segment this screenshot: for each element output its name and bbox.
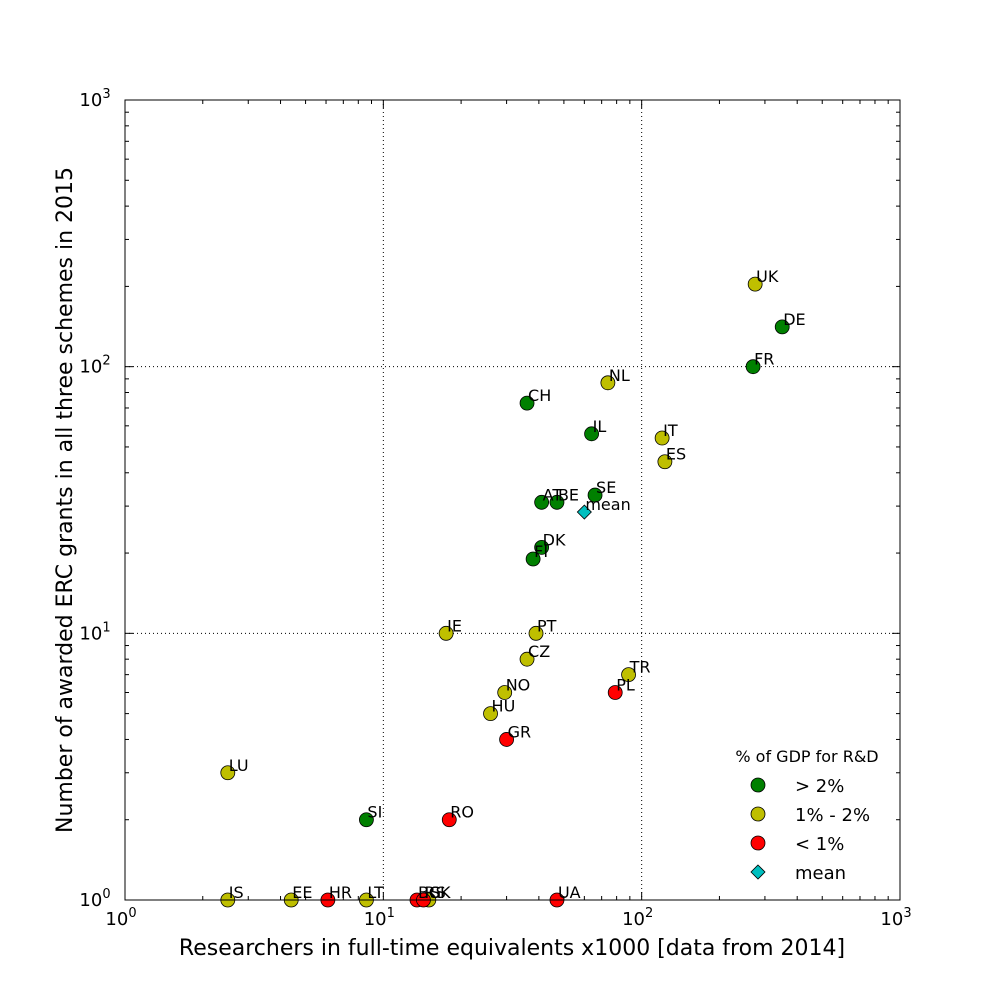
point-marker-dk (534, 540, 550, 555)
x-tick-label: 102 (622, 906, 653, 930)
point-label-mean: mean (585, 495, 630, 514)
point-marker-at (534, 494, 550, 510)
point-label-de: DE (783, 310, 805, 329)
point-label-fr: FR (754, 350, 774, 369)
point-marker-si (359, 812, 374, 828)
point-marker-no (497, 685, 513, 700)
point-label-nl: NL (609, 366, 630, 385)
point-label-at: AT (543, 485, 563, 504)
y-axis-label: Number of awarded ERC grants in all thre… (53, 167, 78, 833)
legend-marker (750, 777, 766, 793)
point-label-ee: EE (292, 883, 312, 902)
grid-lines (125, 100, 900, 900)
point-marker-gr (499, 732, 514, 747)
legend-label: mean (795, 863, 846, 884)
point-label-sk: SK (430, 883, 451, 902)
point-marker-ie (438, 625, 454, 641)
point-marker-hu (483, 706, 498, 722)
point-label-gr: GR (508, 722, 532, 741)
x-tick-label: 101 (364, 906, 395, 930)
point-marker-fi (525, 551, 541, 567)
y-tick-label: 100 (79, 887, 110, 911)
legend-marker-mean (750, 864, 766, 880)
legend-marker (750, 806, 766, 822)
point-label-ie: IE (447, 616, 462, 635)
point-label-ua: UA (558, 883, 581, 902)
x-tick-label: 100 (105, 906, 136, 930)
data-points (220, 276, 790, 908)
point-marker-cz (519, 651, 535, 667)
point-label-es: ES (666, 445, 686, 464)
point-label-bg: BG (418, 883, 441, 902)
point-label-rs: RS (424, 883, 445, 902)
point-label-uk: UK (756, 267, 779, 286)
legend-label: < 1% (795, 834, 844, 855)
legend-marker (750, 835, 766, 851)
point-label-ch: CH (528, 386, 551, 405)
point-label-it: IT (663, 421, 678, 440)
point-marker-il (584, 426, 599, 442)
point-label-no: NO (506, 675, 531, 694)
point-marker-lu (220, 765, 236, 781)
point-label-hr: HR (329, 883, 352, 902)
x-tick-labels: 100 101 102 103 (105, 906, 911, 930)
y-tick-label: 102 (79, 354, 110, 378)
point-label-fi: FI (534, 542, 548, 561)
point-label-se: SE (596, 478, 616, 497)
point-label-pl: PL (616, 675, 635, 694)
legend-title: % of GDP for R&D (735, 747, 878, 766)
point-label-is: IS (229, 883, 244, 902)
mean-marker (576, 504, 592, 520)
point-marker-de (774, 319, 790, 335)
point-label-si: SI (367, 803, 382, 822)
point-label-tr: TR (629, 658, 651, 677)
point-marker-ch (519, 395, 535, 411)
point-marker-it (654, 430, 670, 446)
legend: % of GDP for R&D > 2% 1% - 2% < 1% mean (735, 747, 878, 884)
point-label-lu: LU (229, 756, 249, 775)
point-marker-be (549, 494, 565, 510)
point-label-ro: RO (450, 803, 474, 822)
point-label-cz: CZ (528, 642, 550, 661)
minor-ticks (125, 100, 900, 900)
point-marker-pt (528, 625, 544, 641)
legend-label: 1% - 2% (795, 805, 870, 826)
x-axis-label: Researchers in full-time equivalents x10… (179, 936, 845, 961)
y-tick-labels: 100 101 102 103 (79, 87, 110, 911)
point-marker-es (657, 454, 673, 470)
point-label-dk: DK (543, 530, 566, 549)
point-label-lt: LT (367, 883, 384, 902)
point-label-hu: HU (492, 697, 516, 716)
plot-frame (124, 99, 901, 901)
point-marker-se (587, 487, 603, 503)
point-label-be: BE (558, 485, 579, 504)
x-tick-label: 103 (880, 906, 911, 930)
y-tick-label: 101 (79, 620, 110, 644)
legend-label: > 2% (795, 776, 844, 797)
point-marker-pl (607, 685, 623, 700)
point-marker-nl (600, 375, 616, 391)
point-label-pt: PT (537, 616, 557, 635)
major-ticks (124, 99, 901, 901)
point-marker-tr (621, 667, 636, 683)
legend-entries: > 2% 1% - 2% < 1% mean (750, 776, 870, 884)
point-marker-ro (441, 812, 457, 828)
point-label-il: IL (593, 417, 607, 436)
y-tick-label: 103 (79, 87, 110, 111)
point-marker-fr (745, 359, 761, 375)
point-marker-uk (747, 276, 763, 292)
